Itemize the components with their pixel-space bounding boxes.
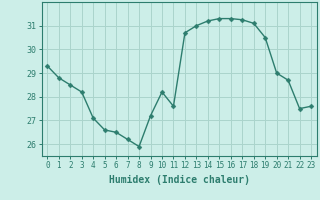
X-axis label: Humidex (Indice chaleur): Humidex (Indice chaleur) (109, 175, 250, 185)
